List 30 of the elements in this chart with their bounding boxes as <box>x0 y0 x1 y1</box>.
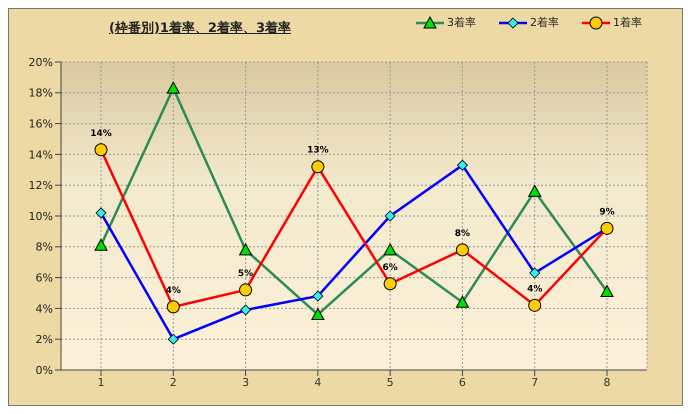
data-label: 4% <box>527 284 542 294</box>
x-tick-label: 7 <box>531 376 538 389</box>
y-tick-label: 8% <box>36 240 53 254</box>
x-tick-label: 5 <box>386 376 394 389</box>
data-label: 14% <box>90 128 112 139</box>
x-tick-label: 2 <box>170 376 177 389</box>
data-label: 6% <box>382 262 398 273</box>
x-tick-label: 1 <box>98 376 104 389</box>
legend-label: 3着率 <box>447 15 476 30</box>
x-tick-label: 3 <box>242 376 250 389</box>
x-tick-label: 6 <box>458 376 466 389</box>
y-tick-label: 2% <box>36 333 53 346</box>
x-tick-label: 8 <box>604 376 610 389</box>
y-tick-label: 0% <box>36 364 53 377</box>
y-tick-label: 16% <box>28 118 53 131</box>
chart-title: (枠番別)1着率、2着率、3着率 <box>109 20 292 37</box>
y-tick-label: 4% <box>36 302 53 316</box>
x-tick-label: 4 <box>314 376 322 389</box>
data-label: 8% <box>454 228 470 239</box>
data-label: 9% <box>599 207 615 218</box>
y-tick-label: 20% <box>28 56 53 69</box>
legend-label: 2着率 <box>530 15 559 30</box>
y-tick-label: 10% <box>28 210 53 223</box>
y-tick-label: 6% <box>36 272 53 285</box>
y-tick-label: 12% <box>28 179 53 192</box>
legend-label: 1着率 <box>613 15 642 30</box>
y-tick-label: 14% <box>28 148 53 162</box>
data-label: 13% <box>307 146 329 156</box>
y-tick-label: 18% <box>28 86 53 100</box>
data-label: 5% <box>238 268 254 279</box>
